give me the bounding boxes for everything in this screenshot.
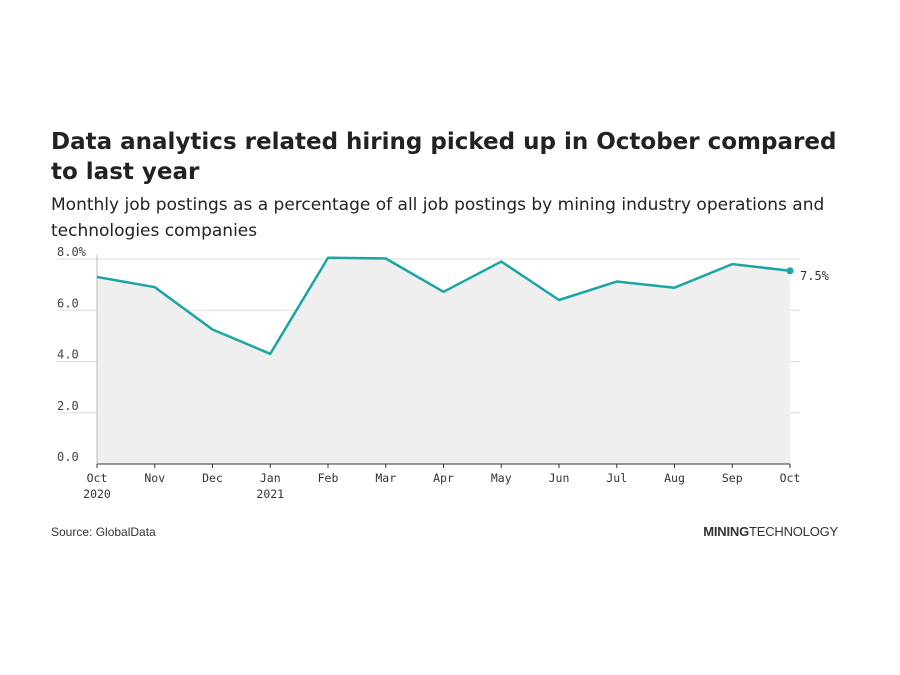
markers: 7.5% [786, 267, 830, 283]
brand-regular: TECHNOLOGY [748, 524, 838, 539]
x-tick-label: Sep [722, 471, 743, 485]
y-tick-label: 0.0 [57, 450, 79, 464]
x-tick-label: Jun [549, 471, 570, 485]
y-tick-label: 4.0 [57, 348, 79, 362]
x-tick-labels: Oct 2020 Nov Dec Jan 2021 Feb Mar Apr May Jun Jul Au… [83, 464, 800, 501]
x-tick-label: Mar [375, 471, 396, 485]
x-tick-label: Aug [664, 471, 685, 485]
source-note: Source: GlobalData [51, 525, 156, 539]
line-chart: 7.5% 0.0 2.0 4.0 6.0 8.0% Oct 2020 Nov Dec Jan 20… [57, 245, 830, 501]
x-tick-label: 2020 [83, 487, 111, 501]
x-tick-label: May [491, 471, 512, 485]
x-tick-label: Dec [202, 471, 223, 485]
x-tick-label: Feb [318, 471, 339, 485]
x-tick-label: Jan [260, 471, 281, 485]
chart-subtitle: Monthly job postings as a percentage of … [51, 195, 825, 241]
x-tick-label: Apr [433, 471, 454, 485]
series-line [96, 256, 791, 356]
chart-title: Data analytics related hiring picked up … [51, 129, 837, 185]
y-tick-label: 8.0% [57, 245, 87, 259]
end-value-label: 7.5% [800, 269, 830, 283]
x-tick-label: Nov [144, 471, 165, 485]
x-tick-label: Oct [87, 471, 108, 485]
area-fill [97, 257, 790, 464]
x-tick-label: Oct [780, 471, 801, 485]
brand-logo: MININGTECHNOLOGY [703, 524, 838, 539]
y-tick-label: 6.0 [57, 296, 79, 310]
brand-bold: MINING [703, 524, 749, 539]
end-point-marker [786, 267, 794, 275]
x-tick-label: 2021 [256, 487, 284, 501]
y-tick-labels: 0.0 2.0 4.0 6.0 8.0% [57, 245, 87, 464]
x-tick-label: Jul [606, 471, 627, 485]
y-tick-label: 2.0 [57, 399, 79, 413]
